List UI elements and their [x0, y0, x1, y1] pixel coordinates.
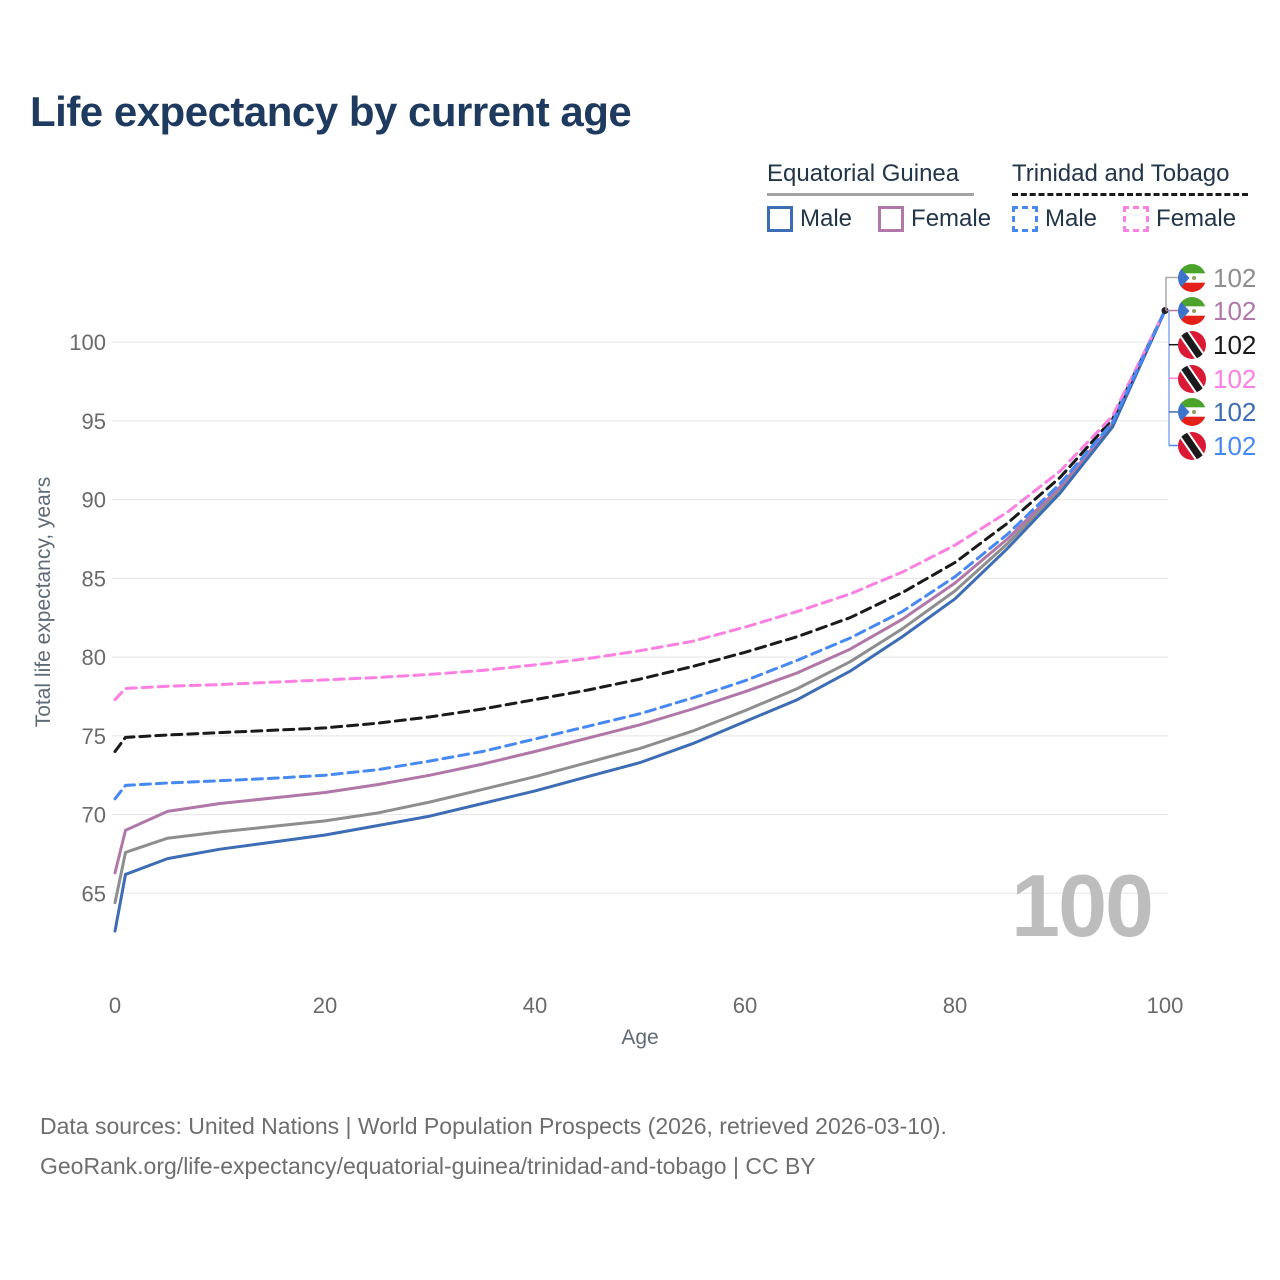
legend-country-label-eg[interactable]: Equatorial Guinea [767, 160, 960, 187]
end-label-row: 102 [1178, 429, 1256, 463]
series-line-tt_female [113, 309, 1167, 702]
end-label-row: 102 [1178, 362, 1256, 396]
x-tick-label: 20 [313, 993, 337, 1018]
legend-swatch-tt-female [1123, 206, 1150, 232]
series-line-eg_both [113, 309, 1167, 905]
legend-item-label: Female [911, 205, 992, 232]
trinidad-and-tobago-flag-icon [1178, 330, 1206, 359]
end-label-value: 102 [1213, 296, 1257, 327]
legend-swatch-eg-male [767, 206, 793, 232]
legend-country-label-tt[interactable]: Trinidad and Tobago [1012, 160, 1230, 187]
legend-item-label: Male [800, 205, 853, 232]
y-tick-label: 85 [82, 566, 106, 591]
series-line-tt_male [113, 309, 1167, 801]
current-age-watermark: 100 [1011, 856, 1154, 955]
legend-group-trinidad-and-tobago: Trinidad and Tobago Male Female [1012, 160, 1248, 233]
trinidad-and-tobago-flag-icon [1178, 431, 1206, 460]
legend-swatch-tt-male [1012, 206, 1038, 232]
end-label-value: 102 [1213, 329, 1257, 360]
y-tick-label: 90 [82, 488, 106, 513]
footer: Data sources: United Nations | World Pop… [40, 1106, 947, 1186]
y-tick-label: 95 [82, 409, 106, 434]
legend-swatch-eg-female [878, 206, 905, 232]
end-label-row: 102 [1178, 328, 1256, 362]
legend-item-label: Male [1045, 205, 1098, 232]
trinidad-and-tobago-flag-icon [1178, 364, 1206, 393]
y-tick-label: 65 [82, 881, 106, 906]
x-tick-label: 80 [943, 993, 967, 1018]
equatorial-guinea-flag-icon [1178, 297, 1206, 326]
legend-item-tt-female[interactable]: Female [1123, 205, 1236, 233]
legend-item-eg-male[interactable]: Male [767, 205, 852, 233]
legend-item-label: Female [1156, 205, 1237, 232]
end-label-row: 102 [1178, 295, 1256, 329]
end-label-value: 102 [1213, 430, 1257, 461]
page-title: Life expectancy by current age [30, 88, 632, 135]
series-line-eg_male [113, 309, 1167, 933]
y-axis-title: Total life expectancy, years [32, 476, 55, 728]
legend-item-eg-female[interactable]: Female [878, 205, 991, 233]
equatorial-guinea-flag-icon [1178, 398, 1206, 427]
y-tick-label: 75 [82, 724, 106, 749]
y-tick-label: 80 [82, 645, 106, 670]
equatorial-guinea-flag-icon [1178, 263, 1206, 292]
x-tick-label: 100 [1147, 993, 1184, 1018]
x-tick-label: 40 [523, 993, 547, 1018]
end-label-row: 102 [1178, 261, 1256, 295]
leader-line [1165, 276, 1181, 311]
end-label-value: 102 [1213, 262, 1257, 293]
x-tick-label: 0 [109, 993, 121, 1018]
end-label-value: 102 [1213, 363, 1257, 394]
legend-underline-eg [767, 193, 974, 196]
series-line-tt_both [113, 309, 1167, 753]
x-axis-title: Age [621, 1026, 659, 1049]
attribution-line: GeoRank.org/life-expectancy/equatorial-g… [40, 1153, 816, 1179]
series-line-eg_female [113, 309, 1167, 875]
line-chart-plot[interactable]: 65 70 75 80 85 90 95 100 0 20 40 60 80 100 [0, 0, 1280, 1080]
legend-item-tt-male[interactable]: Male [1012, 205, 1097, 233]
series-end-labels: 102 102 102 102 102 102 [1178, 261, 1256, 463]
y-tick-label: 100 [69, 330, 106, 355]
end-label-row: 102 [1178, 395, 1256, 429]
legend-underline-tt [1012, 193, 1248, 196]
data-sources-line: Data sources: United Nations | World Pop… [40, 1113, 947, 1139]
legend-group-equatorial-guinea: Equatorial Guinea Male Female [767, 160, 991, 233]
x-tick-label: 60 [733, 993, 757, 1018]
y-tick-label: 70 [82, 803, 106, 828]
end-label-value: 102 [1213, 397, 1257, 428]
